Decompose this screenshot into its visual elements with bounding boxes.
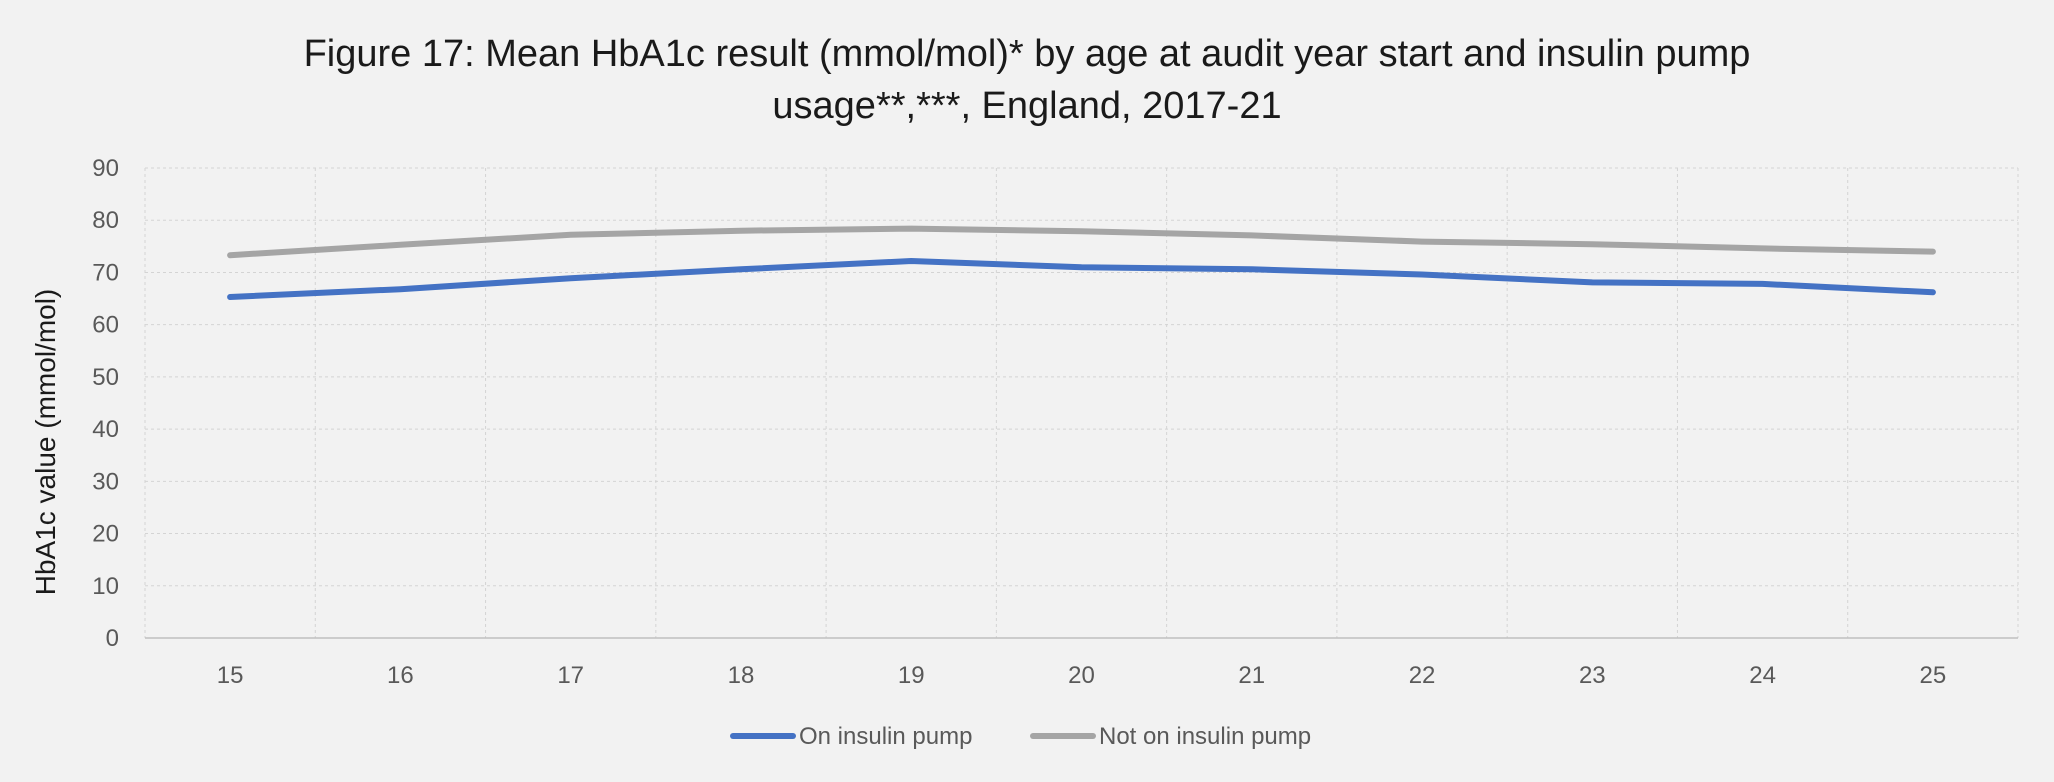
axes: 0 10 20 30 40 50 60 70 80 90 15 16 17 18 19 20 21 22 23 24 2… (92, 155, 2018, 689)
x-tick-label: 17 (557, 662, 584, 689)
y-tick-label: 30 (92, 468, 119, 495)
x-tick-label: 15 (217, 662, 244, 689)
y-axis-label: HbA1c value (mmol/mol) (30, 289, 61, 596)
y-tick-label: 70 (92, 259, 119, 286)
grid (144, 167, 2019, 638)
y-tick-label: 50 (92, 364, 119, 391)
chart-title: Figure 17: Mean HbA1c result (mmol/mol)*… (304, 33, 1751, 127)
y-tick-label: 80 (92, 207, 119, 234)
x-tick-label: 23 (1579, 662, 1606, 689)
x-tick-label: 22 (1409, 662, 1436, 689)
series-lines (227, 225, 1936, 300)
x-tick-label: 25 (1920, 662, 1947, 689)
legend: On insulin pump Not on insulin pump (730, 723, 1311, 750)
chart-title-line-2: usage**,***, England, 2017-21 (772, 85, 1281, 127)
y-tick-label: 0 (106, 625, 119, 652)
legend-label-0: On insulin pump (799, 723, 972, 750)
x-tick-label: 20 (1068, 662, 1095, 689)
x-tick-label: 21 (1238, 662, 1265, 689)
y-tick-label: 40 (92, 416, 119, 443)
y-tick-label: 90 (92, 155, 119, 182)
y-tick-label: 10 (92, 573, 119, 600)
x-tick-label: 18 (728, 662, 755, 689)
x-tick-label: 24 (1749, 662, 1776, 689)
series-line-1 (227, 225, 1936, 259)
x-tick-label: 16 (387, 662, 414, 689)
y-tick-label: 60 (92, 312, 119, 339)
y-tick-label: 20 (92, 521, 119, 548)
legend-label-1: Not on insulin pump (1099, 723, 1311, 750)
x-tick-label: 19 (898, 662, 925, 689)
series-line-0 (227, 258, 1936, 300)
chart-title-line-1: Figure 17: Mean HbA1c result (mmol/mol)*… (304, 33, 1751, 75)
